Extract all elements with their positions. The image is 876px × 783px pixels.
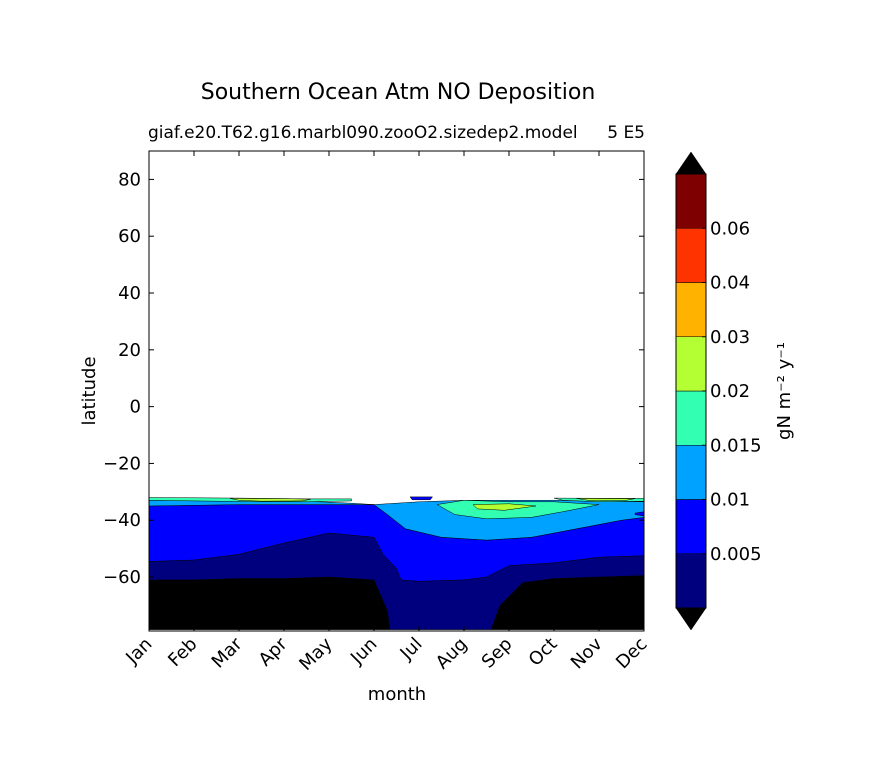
contour-land-below-zero [148,576,391,630]
x-tick-label: May [295,633,336,674]
y-axis-label: latitude [79,356,100,425]
colorbar-tick-label: 0.02 [710,381,750,402]
y-tick-label: 0 [130,397,141,418]
x-tick-label: Mar [208,633,247,672]
chart-title: Southern Ocean Atm NO Deposition [201,80,596,105]
contour-plot [148,496,645,630]
colorbar-tick-label: 0.03 [710,327,750,348]
contour-band-0.02-0.03 [472,503,537,511]
colorbar-segment [675,445,707,500]
chart-subtitle-right: 5 E5 [607,123,645,143]
colorbar-segment [675,173,707,229]
x-tick-label: Jan [121,634,156,669]
colorbar-tick-label: 0.015 [710,435,762,456]
y-tick-label: 60 [118,226,141,247]
x-tick-label: Jun [346,634,381,669]
colorbar-tick-label: 0.04 [710,273,750,294]
colorbar-ticks: 0.005 0.01 0.015 0.02 0.03 0.04 0.06 [702,218,762,565]
x-tick-label: Oct [525,634,562,671]
y-tick-label: −60 [103,567,141,588]
chart-subtitle-left: giaf.e20.T62.g16.marbl090.zooO2.sizedep2… [148,123,578,143]
contour-band-0.02-0.03-east [576,498,636,501]
x-axis-label: month [368,684,426,705]
y-tick-label: 80 [118,169,141,190]
contour-band-0.005-0.01-jul-notch [409,496,434,501]
y-tick-label: 40 [118,283,141,304]
x-tick-label: Aug [432,634,472,674]
colorbar-label: gN m⁻² y⁻¹ [774,342,795,440]
colorbar-segment [675,390,707,446]
colorbar-segment [675,228,707,283]
colorbar-segment [675,336,707,392]
y-tick-label: −20 [103,453,141,474]
contour-band-0.02-0.03-top [229,498,312,502]
y-axis: 80 60 40 20 0 −20 −40 −60 [103,169,644,588]
colorbar-segment [675,282,707,337]
colorbar-extend-top [675,151,707,175]
x-tick-label: Apr [255,633,292,670]
x-tick-label: Feb [164,634,201,671]
x-tick-label: Jul [396,634,427,665]
colorbar-tick-label: 0.005 [710,544,762,565]
colorbar-tick-label: 0.06 [710,218,750,239]
x-tick-label: Dec [612,634,651,673]
colorbar-segment [675,499,707,554]
colorbar-tick-label: 0.01 [710,490,750,511]
colorbar [675,151,707,631]
colorbar-segment [675,553,707,609]
y-tick-label: −40 [103,510,141,531]
plot-frame [148,150,645,632]
y-tick-label: 20 [118,340,141,361]
x-tick-label: Sep [478,634,517,673]
x-tick-label: Nov [567,633,607,673]
colorbar-extend-bottom [675,607,707,631]
